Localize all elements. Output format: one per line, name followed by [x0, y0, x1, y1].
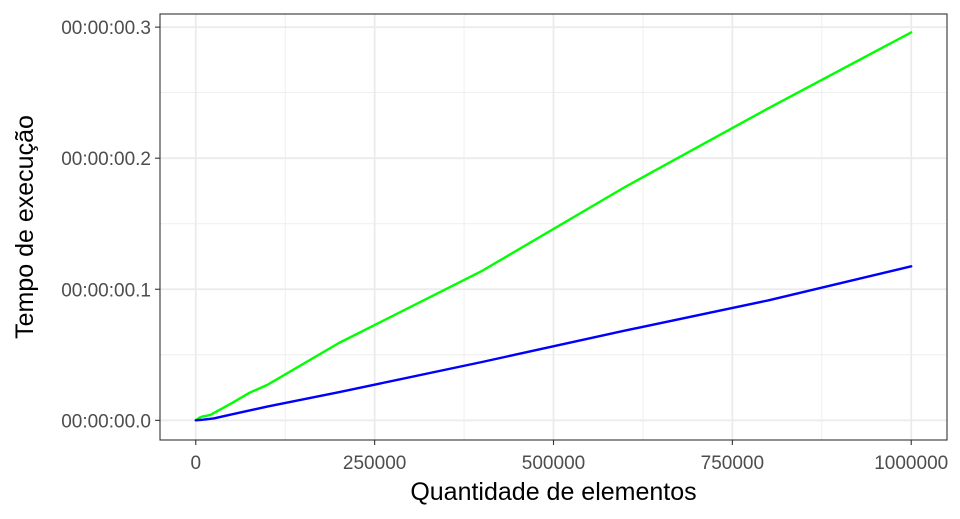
x-tick-label: 1000000 [874, 453, 948, 474]
x-axis: 0 250000 500000 750000 1000000 [190, 440, 948, 474]
x-axis-title: Quantidade de elementos [410, 478, 696, 506]
x-tick-label: 750000 [701, 453, 764, 474]
series-line-2 [194, 265, 913, 422]
y-tick-label: 00:00:00.0 [61, 411, 151, 432]
series-line-1 [194, 31, 913, 422]
x-tick-label: 250000 [343, 453, 406, 474]
major-gridlines [160, 14, 947, 440]
x-tick-label: 0 [190, 453, 201, 474]
x-tick-label: 500000 [522, 453, 585, 474]
y-tick-label: 00:00:00.2 [61, 149, 151, 170]
series-layer [194, 31, 913, 422]
y-axis-title: Tempo de execução [11, 115, 39, 339]
y-axis: 00:00:00.0 00:00:00.1 00:00:00.2 00:00:00.3 [61, 18, 160, 432]
y-tick-label: 00:00:00.3 [61, 18, 151, 39]
y-tick-label: 00:00:00.1 [61, 280, 151, 301]
